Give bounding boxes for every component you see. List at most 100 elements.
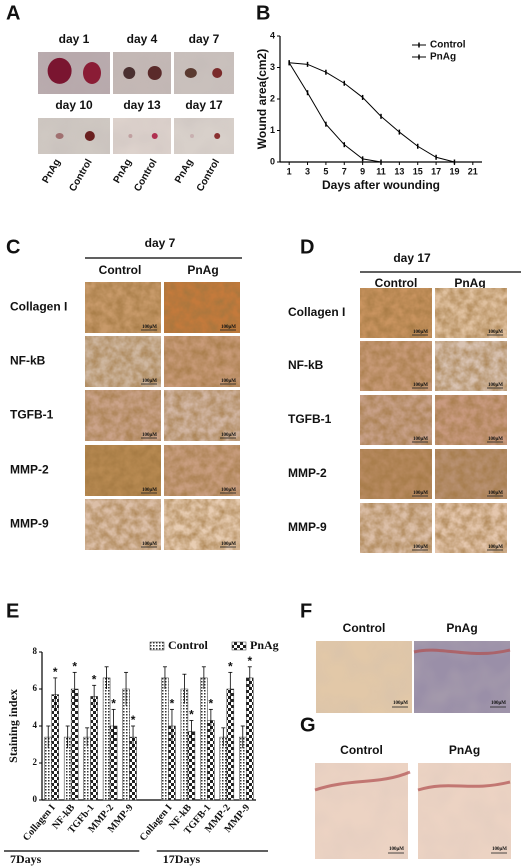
micrograph [360, 341, 432, 391]
row-label: Collagen I [288, 305, 345, 319]
group-label: 17Days [163, 852, 201, 866]
row-label: MMP-2 [288, 466, 327, 480]
micrograph-texture [360, 288, 432, 338]
scale-bar-label: 100μM [488, 437, 503, 442]
group-label: Control [67, 157, 94, 193]
significance-mark: * [53, 665, 58, 679]
x-tick-label: 9 [360, 166, 365, 176]
micrograph-texture [164, 499, 240, 550]
wound [128, 134, 133, 138]
micrograph [360, 503, 432, 553]
scale-bar-label: 100μM [413, 330, 428, 335]
scale-bar-label: 100μM [142, 379, 157, 384]
bar [180, 688, 189, 801]
legend-swatch [231, 641, 247, 651]
micrograph [164, 282, 240, 333]
micrograph [85, 499, 161, 550]
wound [84, 131, 95, 141]
x-tick-label: 13 [394, 166, 404, 176]
scale-bar-label: 100μM [142, 325, 157, 330]
column-label: Control [375, 276, 418, 290]
panel-label: E [6, 600, 19, 622]
panel-title: day 17 [393, 251, 431, 265]
wound [190, 134, 194, 138]
series-line [289, 62, 455, 163]
legend-label: Control [168, 638, 208, 652]
column-label: Control [340, 743, 383, 757]
micrograph-texture [435, 288, 507, 338]
micrograph-texture [360, 449, 432, 499]
y-tick-label: 2 [270, 93, 275, 103]
scale-bar-label: 100μM [142, 433, 157, 438]
y-tick-label: 8 [33, 646, 38, 656]
x-axis-label: Days after wounding [322, 178, 440, 192]
scale-bar-label: 100μM [221, 325, 236, 330]
wound [55, 133, 64, 139]
x-tick-label: 21 [468, 166, 478, 176]
y-tick-label: 4 [33, 720, 38, 730]
significance-mark: * [228, 660, 233, 674]
scale-bar-label: 100μM [488, 491, 503, 496]
y-axis-label: Staining index [6, 689, 20, 763]
wound-photo [113, 118, 171, 154]
scale-bar-label: 100μM [492, 847, 507, 852]
micrograph [435, 341, 507, 391]
scale-bar-label: 100μM [142, 488, 157, 493]
photo-texture [174, 118, 234, 154]
photo-texture [113, 52, 171, 94]
significance-mark: * [111, 697, 116, 711]
scale-bar-label: 100μM [393, 701, 408, 706]
bar [207, 720, 215, 801]
x-tick-label: 17 [431, 166, 441, 176]
micrograph [164, 336, 240, 387]
x-tick-label: 15 [413, 166, 423, 176]
row-label: TGFB-1 [288, 412, 332, 426]
row-label: NF-kB [10, 354, 46, 368]
bar [161, 677, 169, 801]
x-tick-label: 3 [305, 166, 310, 176]
scale-bar-label: 100μM [413, 383, 428, 388]
legend-label: Control [430, 40, 466, 51]
micrograph-texture [164, 445, 240, 496]
micrograph-texture [164, 390, 240, 441]
y-tick-label: 6 [33, 683, 38, 693]
micrograph-texture [435, 449, 507, 499]
scale-bar-label: 100μM [142, 542, 157, 547]
row-label: TGFB-1 [10, 408, 54, 422]
bar [219, 736, 228, 801]
scale-bar-label: 100μM [413, 491, 428, 496]
micrograph [435, 395, 507, 445]
image-texture [418, 763, 511, 859]
micrograph-texture [85, 336, 161, 387]
group-label: PnAg [112, 157, 135, 185]
y-tick-label: 0 [33, 794, 38, 804]
micrograph [85, 282, 161, 333]
micrograph [164, 499, 240, 550]
y-tick-label: 1 [270, 125, 275, 135]
panel-label: C [6, 236, 20, 258]
series-line [288, 62, 382, 163]
group-label: 7Days [10, 852, 42, 866]
row-label: MMP-9 [10, 517, 49, 531]
x-tick-label: 11 [376, 166, 386, 176]
legend-label: PnAg [430, 52, 456, 63]
group-label: PnAg [40, 157, 63, 185]
scale-bar-label: 100μM [488, 330, 503, 335]
micrograph-texture [360, 503, 432, 553]
wound [151, 133, 158, 139]
micrograph [435, 449, 507, 499]
micrograph-texture [360, 395, 432, 445]
scale-bar-label: 100μM [221, 379, 236, 384]
scale-bar-label: 100μM [488, 383, 503, 388]
wound-photo [38, 52, 110, 94]
bar [102, 677, 111, 801]
column-label: PnAg [187, 263, 218, 277]
wound [147, 66, 162, 80]
day-label: day 7 [189, 32, 220, 46]
micrograph-texture [435, 341, 507, 391]
histology-image [417, 763, 511, 859]
x-tick-label: 1 [287, 166, 292, 176]
significance-mark: * [170, 697, 175, 711]
micrograph-texture [85, 282, 161, 333]
